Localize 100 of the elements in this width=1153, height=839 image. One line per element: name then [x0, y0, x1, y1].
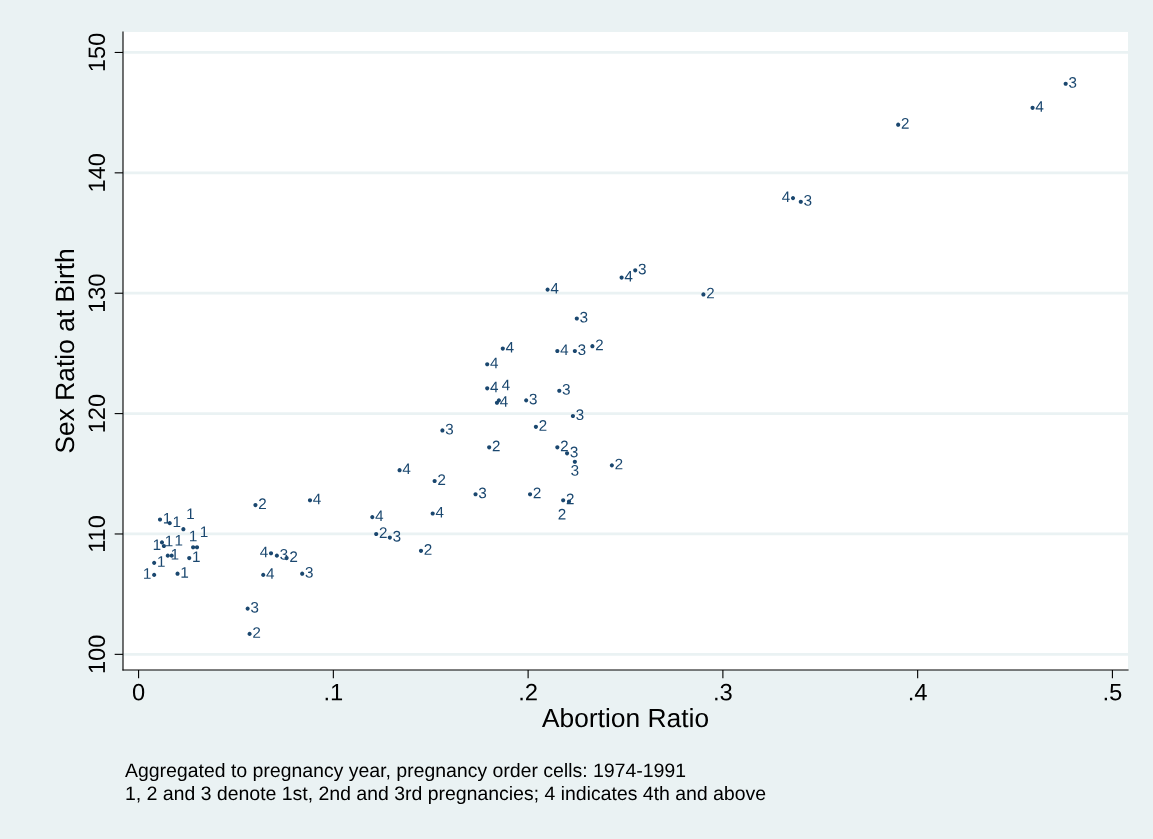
- point: [1030, 105, 1035, 110]
- text: 1: [187, 508, 194, 520]
- x-tick-label: .5: [1104, 684, 1122, 701]
- point: [485, 362, 490, 367]
- point: [524, 398, 529, 403]
- point: [533, 424, 538, 429]
- x-tick-label: .1: [325, 684, 343, 701]
- point: [609, 463, 614, 468]
- text: 2: [901, 117, 909, 129]
- point: [370, 515, 375, 520]
- point: [181, 527, 186, 532]
- text: 4: [624, 271, 633, 282]
- series-label: 3: [393, 530, 401, 542]
- point: [152, 560, 157, 565]
- text: 3: [570, 446, 578, 458]
- point: [268, 551, 274, 556]
- text: 4: [375, 510, 384, 522]
- point: [261, 572, 266, 577]
- text: 2: [615, 458, 623, 470]
- text: 2: [595, 339, 603, 351]
- text: 1: [158, 556, 165, 567]
- text: 3: [578, 344, 586, 356]
- text: 1: [173, 516, 181, 528]
- point: [561, 498, 566, 503]
- text: 3: [445, 423, 454, 435]
- y-tick-label: 130: [88, 274, 106, 312]
- text: 1: [181, 567, 189, 578]
- point: [500, 346, 505, 351]
- point: [473, 492, 478, 497]
- text: 4: [313, 493, 321, 505]
- text: 4: [1035, 101, 1044, 112]
- point: [194, 545, 200, 550]
- text: 4: [782, 191, 790, 203]
- point: [307, 498, 313, 503]
- y-axis-title: Sex Ratio at Birth: [54, 250, 75, 453]
- text: 1, 2 and 3 denote 1st, 2nd and 3rd pregnancies; 4 indicates 4th and above: [126, 785, 766, 805]
- text: 4: [505, 342, 514, 353]
- point: [247, 631, 252, 636]
- text: 3: [305, 566, 313, 578]
- text: 3: [562, 384, 570, 395]
- text: 4: [550, 283, 559, 294]
- text: 3: [478, 487, 487, 499]
- text: 4: [490, 381, 499, 393]
- text: 2: [290, 551, 298, 562]
- text: 4: [260, 546, 268, 558]
- point: [798, 199, 803, 204]
- point: [485, 386, 490, 391]
- text: 2: [539, 420, 547, 431]
- text: 4: [435, 506, 444, 518]
- point: [896, 122, 901, 127]
- point: [432, 478, 437, 484]
- y-tick-label: 140: [88, 154, 106, 191]
- x-tick-label: .2: [520, 683, 537, 701]
- text: 2: [560, 440, 568, 452]
- text: 1: [144, 568, 151, 579]
- point: [572, 459, 577, 464]
- x-tick-label: .3: [715, 683, 732, 701]
- text: 4: [560, 344, 569, 355]
- text: 4: [266, 568, 275, 579]
- point: [574, 316, 579, 321]
- point: [397, 468, 402, 473]
- text: 3: [251, 601, 259, 613]
- point: [570, 413, 575, 419]
- point: [374, 531, 379, 537]
- text: 4: [502, 379, 510, 391]
- text: 1: [190, 530, 197, 542]
- x-tick-label: 0: [132, 683, 145, 701]
- point: [152, 572, 157, 577]
- text: 3: [576, 409, 584, 421]
- point: [191, 545, 196, 550]
- point: [157, 517, 163, 522]
- text: Aggregated to pregnancy year, pregnancy order cells: 1974-1991: [125, 762, 686, 782]
- text: 2: [706, 287, 714, 299]
- point: [165, 553, 170, 558]
- text: 1: [171, 549, 179, 560]
- x-tick-label: .4: [909, 684, 927, 701]
- text: 3: [571, 464, 579, 476]
- text: 2: [492, 440, 500, 452]
- text: 2: [379, 527, 387, 538]
- x-axis-title: Abortion Ratio: [541, 707, 709, 728]
- point: [1063, 81, 1068, 86]
- point: [387, 535, 392, 540]
- point: [633, 268, 638, 273]
- point: [557, 388, 562, 393]
- y-tick-label: 120: [88, 394, 106, 432]
- text: 2: [558, 508, 566, 520]
- series-label: 1: [165, 535, 173, 547]
- text: 3: [1069, 77, 1077, 88]
- text: 4: [402, 463, 411, 475]
- point: [187, 555, 192, 561]
- text: 2: [253, 627, 261, 638]
- point: [555, 348, 560, 354]
- text: 2: [438, 474, 446, 485]
- point: [161, 543, 166, 549]
- text: 3: [804, 195, 812, 206]
- point: [418, 548, 424, 553]
- point: [572, 348, 577, 354]
- text: 2: [258, 498, 266, 510]
- text: 3: [580, 311, 588, 323]
- text: 1: [175, 535, 183, 546]
